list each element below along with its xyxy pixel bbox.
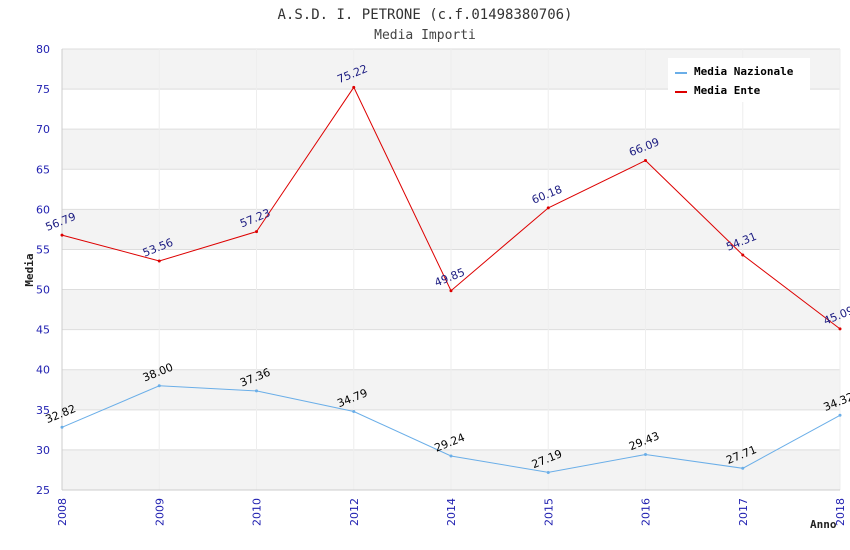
chart-subtitle: Media Importi	[374, 28, 476, 43]
data-point-media-ente	[644, 159, 647, 163]
y-axis-title: Media	[23, 253, 36, 286]
x-tick-label: 2010	[251, 498, 264, 526]
legend-label-media-nazionale: Media Nazionale	[694, 65, 794, 78]
data-point-media-ente	[838, 327, 842, 331]
y-tick-label: 50	[36, 284, 50, 297]
y-tick-label: 45	[36, 324, 50, 337]
data-point-media-ente	[449, 289, 453, 293]
data-point-media-ente	[60, 233, 64, 237]
axes	[61, 49, 840, 491]
data-point-media-nazionale	[449, 454, 453, 458]
y-tick-label: 75	[36, 83, 50, 96]
y-tick-label: 35	[36, 404, 50, 417]
legend-box	[668, 58, 810, 102]
data-point-media-ente	[157, 259, 161, 263]
data-point-media-ente	[546, 206, 550, 210]
data-point-media-nazionale	[741, 466, 745, 470]
y-tick-label: 70	[36, 123, 50, 136]
y-tick-label: 25	[36, 484, 50, 497]
x-tick-label: 2009	[153, 498, 166, 526]
x-axis-ticks: 2008 2009 2010 2012 2014 2015 2016 2017 2018	[56, 498, 847, 526]
y-tick-label: 65	[36, 163, 50, 176]
x-tick-label: 2015	[542, 498, 555, 526]
y-tick-label: 55	[36, 243, 50, 256]
y-tick-label: 30	[36, 444, 50, 457]
x-tick-label: 2017	[737, 498, 750, 526]
series-layer	[60, 85, 842, 474]
data-point-media-nazionale	[60, 425, 64, 429]
data-point-media-ente	[255, 230, 258, 234]
y-tick-label: 40	[36, 364, 50, 377]
x-tick-label: 2018	[834, 498, 847, 526]
chart-title: A.S.D. I. PETRONE (c.f.01498380706)	[277, 7, 572, 23]
legend: Media Nazionale Media Ente	[668, 58, 810, 102]
data-point-media-nazionale	[546, 470, 550, 474]
data-point-media-nazionale	[157, 384, 161, 388]
y-tick-label: 60	[36, 203, 50, 216]
data-point-media-nazionale	[352, 410, 356, 414]
x-tick-label: 2014	[445, 498, 458, 526]
x-tick-label: 2016	[640, 498, 653, 526]
data-point-media-ente	[741, 253, 745, 257]
data-point-media-nazionale	[255, 389, 258, 393]
legend-label-media-ente: Media Ente	[694, 84, 761, 97]
data-point-media-nazionale	[838, 413, 842, 417]
x-axis-title: Anno	[810, 518, 837, 531]
x-tick-label: 2008	[56, 498, 69, 526]
y-axis-ticks: 25 30 35 40 45 50 55 60 65 70 75 80	[36, 43, 50, 497]
data-point-media-ente	[352, 85, 356, 89]
data-point-media-nazionale	[644, 452, 647, 456]
data-label-media-ente: 49.85	[433, 266, 467, 290]
x-tick-label: 2012	[348, 498, 361, 526]
y-tick-label: 80	[36, 43, 50, 56]
